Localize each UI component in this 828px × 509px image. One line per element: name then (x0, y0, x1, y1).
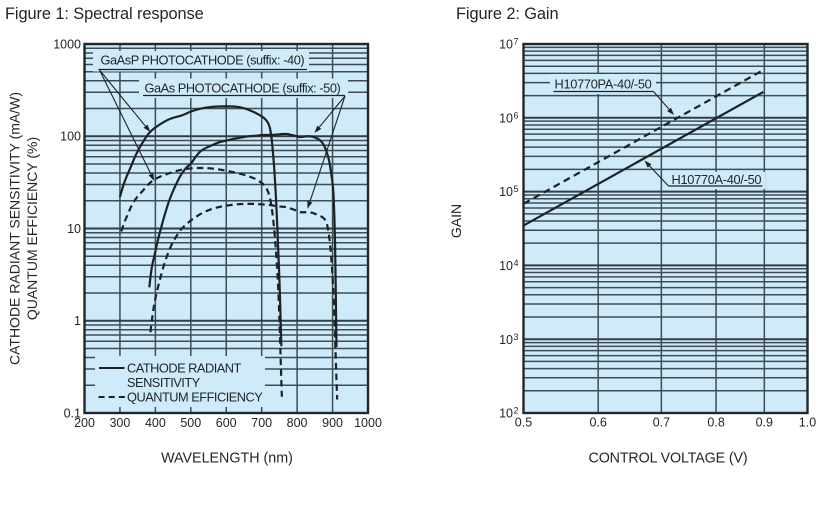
svg-text:1000: 1000 (53, 37, 81, 51)
svg-text:800: 800 (287, 416, 308, 430)
svg-text:QUANTUM EFFICIENCY (%): QUANTUM EFFICIENCY (%) (24, 137, 40, 320)
svg-text:1: 1 (74, 314, 81, 328)
svg-text:300: 300 (109, 416, 130, 430)
svg-text:500: 500 (180, 416, 201, 430)
svg-text:CATHODE RADIANT SENSITIVITY (m: CATHODE RADIANT SENSITIVITY (mA/W) (7, 92, 23, 365)
svg-text:1.0: 1.0 (799, 416, 816, 430)
svg-text:0.7: 0.7 (653, 416, 670, 430)
svg-text:Figure 2: Gain: Figure 2: Gain (456, 5, 558, 23)
svg-text:100: 100 (60, 130, 81, 144)
svg-text:0.8: 0.8 (707, 416, 724, 430)
svg-text:QUANTUM EFFICIENCY: QUANTUM EFFICIENCY (127, 390, 263, 405)
svg-text:400: 400 (145, 416, 166, 430)
svg-text:H10770PA-40/-50: H10770PA-40/-50 (555, 77, 652, 92)
svg-text:0.5: 0.5 (515, 416, 532, 430)
svg-text:Figure 1: Spectral response: Figure 1: Spectral response (5, 5, 204, 23)
svg-text:2: 2 (514, 406, 519, 416)
svg-text:200: 200 (74, 416, 95, 430)
svg-text:SENSITIVITY: SENSITIVITY (127, 375, 201, 390)
svg-text:GaAsP PHOTOCATHODE (suffix: -4: GaAsP PHOTOCATHODE (suffix: -40) (101, 53, 305, 68)
svg-text:H10770A-40/-50: H10770A-40/-50 (672, 172, 762, 187)
svg-text:10: 10 (499, 111, 513, 125)
svg-text:0.9: 0.9 (756, 416, 773, 430)
svg-text:GAIN: GAIN (448, 204, 464, 238)
svg-text:3: 3 (514, 332, 519, 342)
svg-text:7: 7 (514, 37, 519, 47)
svg-text:0.1: 0.1 (64, 406, 81, 420)
svg-text:CONTROL VOLTAGE (V): CONTROL VOLTAGE (V) (589, 451, 748, 467)
svg-text:4: 4 (514, 258, 519, 268)
svg-text:GaAs PHOTOCATHODE (suffix: -50: GaAs PHOTOCATHODE (suffix: -50) (145, 81, 341, 96)
svg-text:10: 10 (499, 333, 513, 347)
svg-text:10: 10 (499, 259, 513, 273)
svg-text:5: 5 (514, 184, 519, 194)
svg-text:CATHODE RADIANT: CATHODE RADIANT (127, 361, 242, 376)
svg-text:10: 10 (499, 38, 513, 52)
svg-text:WAVELENGTH (nm): WAVELENGTH (nm) (161, 451, 293, 467)
svg-text:10: 10 (499, 185, 513, 199)
svg-text:900: 900 (322, 416, 343, 430)
svg-text:6: 6 (514, 110, 519, 120)
svg-text:10: 10 (499, 407, 513, 421)
svg-text:1000: 1000 (354, 416, 382, 430)
svg-text:10: 10 (67, 222, 81, 236)
svg-text:600: 600 (216, 416, 237, 430)
svg-text:700: 700 (251, 416, 272, 430)
svg-text:0.6: 0.6 (590, 416, 607, 430)
